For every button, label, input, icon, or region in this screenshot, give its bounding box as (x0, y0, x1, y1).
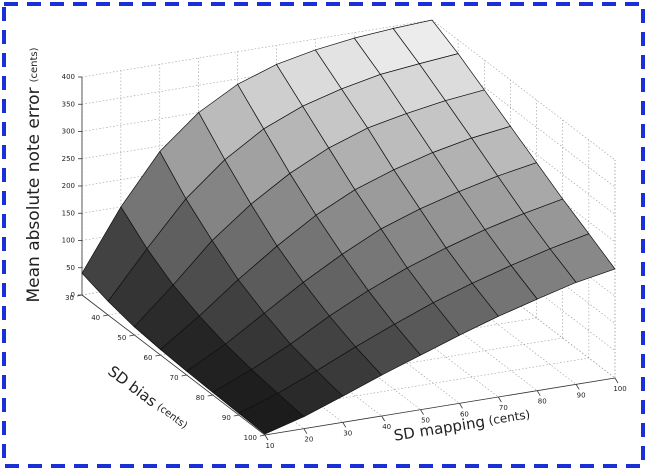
z-tick-label: 0 (71, 291, 75, 299)
tick-mark (76, 294, 83, 297)
tick-mark (459, 403, 463, 409)
y-tick-label: 90 (222, 414, 231, 422)
y-tick-label: 100 (244, 434, 257, 442)
z-tick-label: 50 (66, 264, 75, 272)
tick-mark (420, 409, 424, 415)
x-tick-label: 10 (266, 442, 275, 450)
z-tick-label: 400 (62, 73, 75, 81)
tick-mark (103, 314, 109, 317)
y-tick-label: 60 (144, 354, 153, 362)
x-label-unit: (cents) (487, 407, 531, 427)
axis-line (264, 377, 616, 436)
x-tick-label: 20 (304, 436, 313, 444)
y-label-unit: (cents) (155, 402, 190, 432)
tick-mark (303, 428, 308, 434)
z-tick-label: 200 (62, 182, 75, 190)
x-tick-label: 100 (613, 385, 626, 393)
surface-layer (81, 19, 616, 435)
y-tick-label: 40 (91, 314, 100, 322)
x-tick-label: 70 (499, 404, 508, 412)
tick-layer: 0 50 100 150 200 250 300 350 400 10 20 30 40 50 60 70 80… (62, 73, 627, 450)
x-tick-label: 90 (577, 391, 586, 399)
x-label: SD mapping (392, 412, 486, 444)
x-tick-label: 40 (382, 423, 391, 431)
tick-mark (129, 334, 135, 337)
z-tick-label: 100 (62, 237, 75, 245)
y-axis-label: SD bias(cents) (105, 362, 192, 434)
surface-face (238, 392, 305, 435)
tick-mark (614, 377, 619, 384)
x-tick-label: 30 (343, 429, 352, 437)
x-tick-label: 80 (538, 398, 547, 406)
x-tick-label: 50 (421, 417, 430, 425)
tick-mark (264, 434, 269, 441)
tick-mark (497, 396, 502, 403)
tick-mark (381, 415, 386, 422)
tick-mark (259, 434, 266, 437)
y-tick-label: 70 (170, 374, 179, 382)
tick-mark (536, 390, 541, 396)
tick-mark (181, 374, 187, 377)
z-tick-label: 150 (62, 209, 75, 217)
y-tick-label: 80 (196, 394, 205, 402)
z-tick-label: 250 (62, 155, 75, 163)
x-tick-label: 60 (460, 410, 469, 418)
tick-mark (207, 394, 213, 397)
z-label-unit: (cents) (29, 47, 40, 82)
z-tick-label: 350 (62, 100, 75, 108)
y-tick-label: 30 (65, 294, 74, 302)
axis-line (81, 294, 266, 436)
tick-mark (342, 422, 347, 428)
z-axis-label: Mean absolute note error (cents) (24, 47, 44, 302)
tick-mark (233, 414, 239, 417)
y-label: SD bias (105, 362, 161, 411)
tick-mark (575, 384, 580, 390)
z-label: Mean absolute note error (24, 87, 44, 302)
tick-mark (155, 354, 161, 357)
z-tick-label: 300 (62, 128, 75, 136)
y-tick-label: 50 (117, 334, 126, 342)
